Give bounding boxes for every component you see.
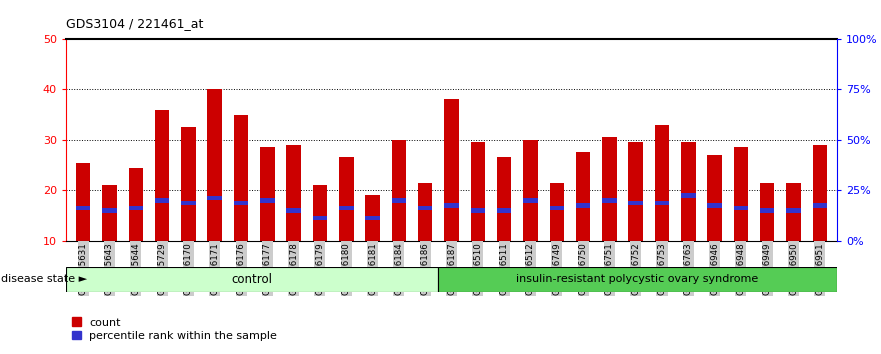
- Bar: [76, 162, 91, 241]
- Bar: [812, 203, 827, 208]
- Bar: [523, 140, 537, 241]
- Text: GSM156749: GSM156749: [552, 242, 561, 295]
- Bar: [155, 198, 169, 202]
- Bar: [681, 142, 695, 241]
- Bar: [655, 125, 670, 241]
- Bar: [787, 183, 801, 241]
- Text: GSM156951: GSM156951: [815, 242, 825, 295]
- Bar: [602, 137, 617, 241]
- Bar: [313, 216, 327, 220]
- Text: GSM156763: GSM156763: [684, 242, 692, 295]
- Bar: [339, 158, 353, 241]
- Bar: [497, 158, 511, 241]
- Text: GSM156177: GSM156177: [263, 242, 272, 295]
- Bar: [418, 183, 433, 241]
- Bar: [181, 127, 196, 241]
- Text: GSM156511: GSM156511: [500, 242, 508, 295]
- Text: GSM156949: GSM156949: [763, 242, 772, 295]
- Text: GSM156187: GSM156187: [447, 242, 456, 295]
- Bar: [233, 115, 248, 241]
- Bar: [707, 203, 722, 208]
- Text: GSM156181: GSM156181: [368, 242, 377, 295]
- Text: control: control: [232, 273, 272, 286]
- Bar: [208, 195, 222, 200]
- Text: GSM156948: GSM156948: [737, 242, 745, 295]
- Text: GSM156170: GSM156170: [184, 242, 193, 295]
- Bar: [66, 267, 438, 292]
- Bar: [418, 206, 433, 210]
- Text: GSM156946: GSM156946: [710, 242, 719, 295]
- Bar: [260, 198, 275, 202]
- Bar: [576, 153, 590, 241]
- Text: GSM155631: GSM155631: [78, 242, 88, 295]
- Bar: [760, 183, 774, 241]
- Bar: [366, 195, 380, 241]
- Bar: [233, 201, 248, 205]
- Bar: [470, 142, 485, 241]
- Bar: [438, 267, 837, 292]
- Text: GSM156176: GSM156176: [236, 242, 246, 295]
- Text: disease state ►: disease state ►: [1, 274, 87, 284]
- Bar: [602, 198, 617, 202]
- Bar: [102, 185, 116, 241]
- Text: GSM156171: GSM156171: [211, 242, 219, 295]
- Text: GSM156753: GSM156753: [657, 242, 667, 295]
- Text: GSM156950: GSM156950: [789, 242, 798, 295]
- Bar: [444, 99, 459, 241]
- Text: GDS3104 / 221461_at: GDS3104 / 221461_at: [66, 17, 204, 30]
- Bar: [339, 206, 353, 210]
- Text: GSM155729: GSM155729: [158, 242, 167, 295]
- Text: GSM156180: GSM156180: [342, 242, 351, 295]
- Text: GSM156510: GSM156510: [473, 242, 482, 295]
- Text: GSM156179: GSM156179: [315, 242, 324, 295]
- Bar: [812, 145, 827, 241]
- Text: insulin-resistant polycystic ovary syndrome: insulin-resistant polycystic ovary syndr…: [516, 274, 759, 284]
- Bar: [734, 206, 748, 210]
- Bar: [497, 208, 511, 213]
- Text: GSM156750: GSM156750: [579, 242, 588, 295]
- Bar: [392, 198, 406, 202]
- Bar: [628, 201, 643, 205]
- Bar: [550, 183, 564, 241]
- Bar: [313, 185, 327, 241]
- Bar: [129, 206, 143, 210]
- Bar: [208, 89, 222, 241]
- Bar: [76, 206, 91, 210]
- Bar: [655, 201, 670, 205]
- Bar: [155, 110, 169, 241]
- Bar: [550, 206, 564, 210]
- Bar: [260, 147, 275, 241]
- Bar: [286, 208, 301, 213]
- Bar: [681, 193, 695, 198]
- Text: GSM155644: GSM155644: [131, 242, 140, 295]
- Text: GSM156186: GSM156186: [421, 242, 430, 295]
- Bar: [470, 208, 485, 213]
- Bar: [787, 208, 801, 213]
- Bar: [129, 167, 143, 241]
- Text: GSM155643: GSM155643: [105, 242, 114, 295]
- Legend: count, percentile rank within the sample: count, percentile rank within the sample: [71, 318, 278, 341]
- Bar: [523, 198, 537, 202]
- Text: GSM156751: GSM156751: [605, 242, 614, 295]
- Bar: [366, 216, 380, 220]
- Text: GSM156184: GSM156184: [395, 242, 403, 295]
- Bar: [102, 208, 116, 213]
- Bar: [576, 203, 590, 208]
- Text: GSM156512: GSM156512: [526, 242, 535, 295]
- Bar: [760, 208, 774, 213]
- Bar: [734, 147, 748, 241]
- Bar: [628, 142, 643, 241]
- Text: GSM156178: GSM156178: [289, 242, 298, 295]
- Text: GSM156752: GSM156752: [631, 242, 640, 295]
- Bar: [181, 201, 196, 205]
- Bar: [444, 203, 459, 208]
- Bar: [392, 140, 406, 241]
- Bar: [286, 145, 301, 241]
- Bar: [707, 155, 722, 241]
